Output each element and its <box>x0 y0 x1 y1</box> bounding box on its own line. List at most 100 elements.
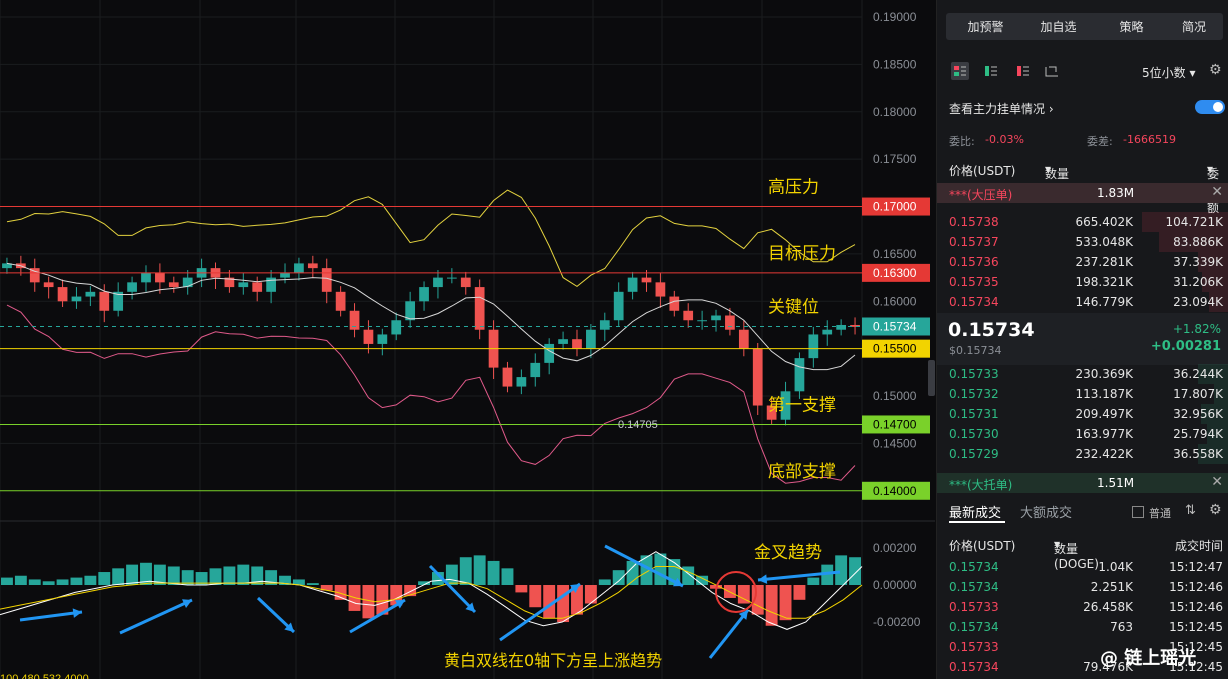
depth-chart-icon[interactable] <box>1043 62 1061 80</box>
bid-row[interactable]: 0.15732 113.187K 17.807K <box>937 384 1228 404</box>
chart-area[interactable]: 0.19000 0.18500 0.18000 0.17500 0.16500 0.160… <box>0 0 935 679</box>
macd-histogram-bar <box>557 585 570 623</box>
trade-row: 0.15734 2.251K 15:12:46 <box>937 577 1228 597</box>
macd-histogram-bar <box>459 557 472 585</box>
candle-body <box>349 310 360 330</box>
tab-large-trades[interactable]: 大额成交 <box>1020 506 1073 521</box>
book-both-icon[interactable] <box>951 62 969 80</box>
overview-button[interactable]: 简况 <box>1165 13 1223 40</box>
low-price-marker: 0.14705 <box>618 419 658 431</box>
add-alert-button[interactable]: 加预警 <box>946 13 1025 40</box>
macd-histogram-bar <box>306 583 319 585</box>
bid-row[interactable]: 0.15730 163.977K 25.794K <box>937 424 1228 444</box>
close-icon[interactable]: ✕ <box>1211 184 1223 200</box>
annotation-arrow <box>757 570 841 582</box>
ask-row[interactable]: 0.15737 533.048K 83.886K <box>937 232 1228 252</box>
level-price-tag <box>862 197 930 216</box>
candle-body <box>252 282 263 292</box>
macd-histogram-bar <box>56 579 69 585</box>
tab-latest-trades[interactable]: 最新成交 <box>949 506 1002 521</box>
trade-row: 0.15733 26.458K 15:12:46 <box>937 597 1228 617</box>
candle-body <box>683 310 694 321</box>
macd-histogram-bar <box>376 585 389 615</box>
bid-row-price: 0.15733 <box>949 367 999 381</box>
trade-price: 0.15734 <box>949 580 999 594</box>
macd-histogram-bar <box>751 585 764 615</box>
normal-checkbox[interactable] <box>1132 506 1144 518</box>
trade-time: 15:12:45 <box>1169 660 1223 674</box>
depth-bar <box>1209 292 1228 312</box>
settings-icon[interactable]: ⚙ <box>1209 62 1222 78</box>
macd-histogram-bar <box>126 564 139 585</box>
main-order-link[interactable]: 查看主力挂单情况 › <box>949 102 1054 116</box>
annotation-arrowhead <box>738 610 748 620</box>
level-price-text: 0.15500 <box>873 342 917 356</box>
candle-body <box>155 272 165 283</box>
trade-time: 15:12:45 <box>1169 640 1223 654</box>
candle-body <box>766 405 777 420</box>
ask-row[interactable]: 0.15734 146.779K 23.094K <box>937 292 1228 312</box>
kline-chart[interactable]: 0.19000 0.18500 0.18000 0.17500 0.16500 0.160… <box>0 0 935 679</box>
macd-histogram-bar <box>515 585 528 593</box>
annotation-arrowhead <box>395 600 405 609</box>
bid-row[interactable]: 0.15733 230.369K 36.244K <box>937 364 1228 384</box>
strategy-button[interactable]: 策略 <box>1092 13 1171 40</box>
last-price-box: 0.15734 $0.15734 +1.82% +0.00281 <box>937 313 1228 365</box>
big-sell-row: ***(大压单) 1.83M ✕ <box>937 183 1228 203</box>
ratio-label: 委比: <box>949 135 975 148</box>
book-header-qty[interactable]: 数量 (DOGE) ▾ <box>1045 162 1090 196</box>
annotation-arrowhead <box>570 584 580 593</box>
trade-row: 0.15734 763 15:12:45 <box>937 617 1228 637</box>
bid-row-amount: 32.956K <box>1173 407 1223 421</box>
bid-row[interactable]: 0.15729 232.422K 36.558K <box>937 444 1228 464</box>
annotation-arrowhead <box>465 602 475 612</box>
book-asks-icon[interactable] <box>1014 62 1032 80</box>
add-watchlist-button[interactable]: 加自选 <box>1019 13 1098 40</box>
ask-row[interactable]: 0.15738 665.402K 104.721K <box>937 212 1228 232</box>
main-order-toggle[interactable] <box>1195 100 1225 114</box>
macd-y-tick: 0.00000 <box>873 578 917 592</box>
bid-row-qty: 230.369K <box>1075 367 1134 381</box>
macd-histogram-bar <box>418 581 430 585</box>
macd-histogram-bar <box>320 585 333 591</box>
big-sell-value: 1.83M <box>1097 186 1135 200</box>
ask-row[interactable]: 0.15736 237.281K 37.339K <box>937 252 1228 272</box>
ask-row-qty: 533.048K <box>1075 235 1134 249</box>
candle-body <box>780 391 791 420</box>
close-icon[interactable]: ✕ <box>1211 474 1223 490</box>
tab-underline <box>949 521 1005 523</box>
macd-dif-line <box>0 551 863 630</box>
ask-row-qty: 146.779K <box>1075 295 1134 309</box>
bid-row-amount: 17.807K <box>1173 387 1223 401</box>
book-header: 价格(USDT) 数量 (DOGE) ▾ 委托额 ▾ <box>937 159 1228 215</box>
bid-row[interactable]: 0.15731 209.497K 32.956K <box>937 404 1228 424</box>
macd-bottom-annotation: 黄白双线在0轴下方呈上涨趋势 <box>444 651 662 670</box>
macd-histogram-bar <box>28 579 41 585</box>
candle-body <box>363 329 374 344</box>
ask-row[interactable]: 0.15735 198.321K 31.206K <box>937 272 1228 292</box>
ask-row-amount: 83.886K <box>1173 235 1223 249</box>
bid-row-amount: 25.794K <box>1173 427 1223 441</box>
trade-price: 0.15734 <box>949 620 999 634</box>
depth-bar <box>1142 212 1228 232</box>
settings-icon[interactable]: ⚙ <box>1209 502 1222 518</box>
precision-select[interactable]: 5位小数 ▾ <box>1142 66 1196 80</box>
filter-icon[interactable]: ⇅ <box>1185 503 1196 518</box>
candle-body <box>127 282 137 292</box>
ratio-value: -0.03% <box>985 133 1024 146</box>
macd-histogram-bar <box>265 570 278 585</box>
trades-header-qty[interactable]: 数量(DOGE) ▾ <box>1054 537 1099 571</box>
level-price-text: 0.17000 <box>873 200 917 214</box>
diff-label: 委差: <box>1087 135 1113 148</box>
book-header-amount[interactable]: 委托额 ▾ <box>1206 162 1219 215</box>
macd-histogram-bar <box>70 577 83 585</box>
candle-body <box>419 287 429 302</box>
macd-histogram-bar <box>153 564 166 585</box>
ask-row-price: 0.15738 <box>949 215 999 229</box>
scroll-handle <box>928 360 935 396</box>
macd-histogram-bar <box>390 585 403 606</box>
book-bids-icon[interactable] <box>982 62 1000 80</box>
macd-histogram-bar <box>195 572 208 585</box>
y-tick-label: 0.16000 <box>873 294 917 308</box>
y-tick-label: 0.15000 <box>873 389 917 403</box>
